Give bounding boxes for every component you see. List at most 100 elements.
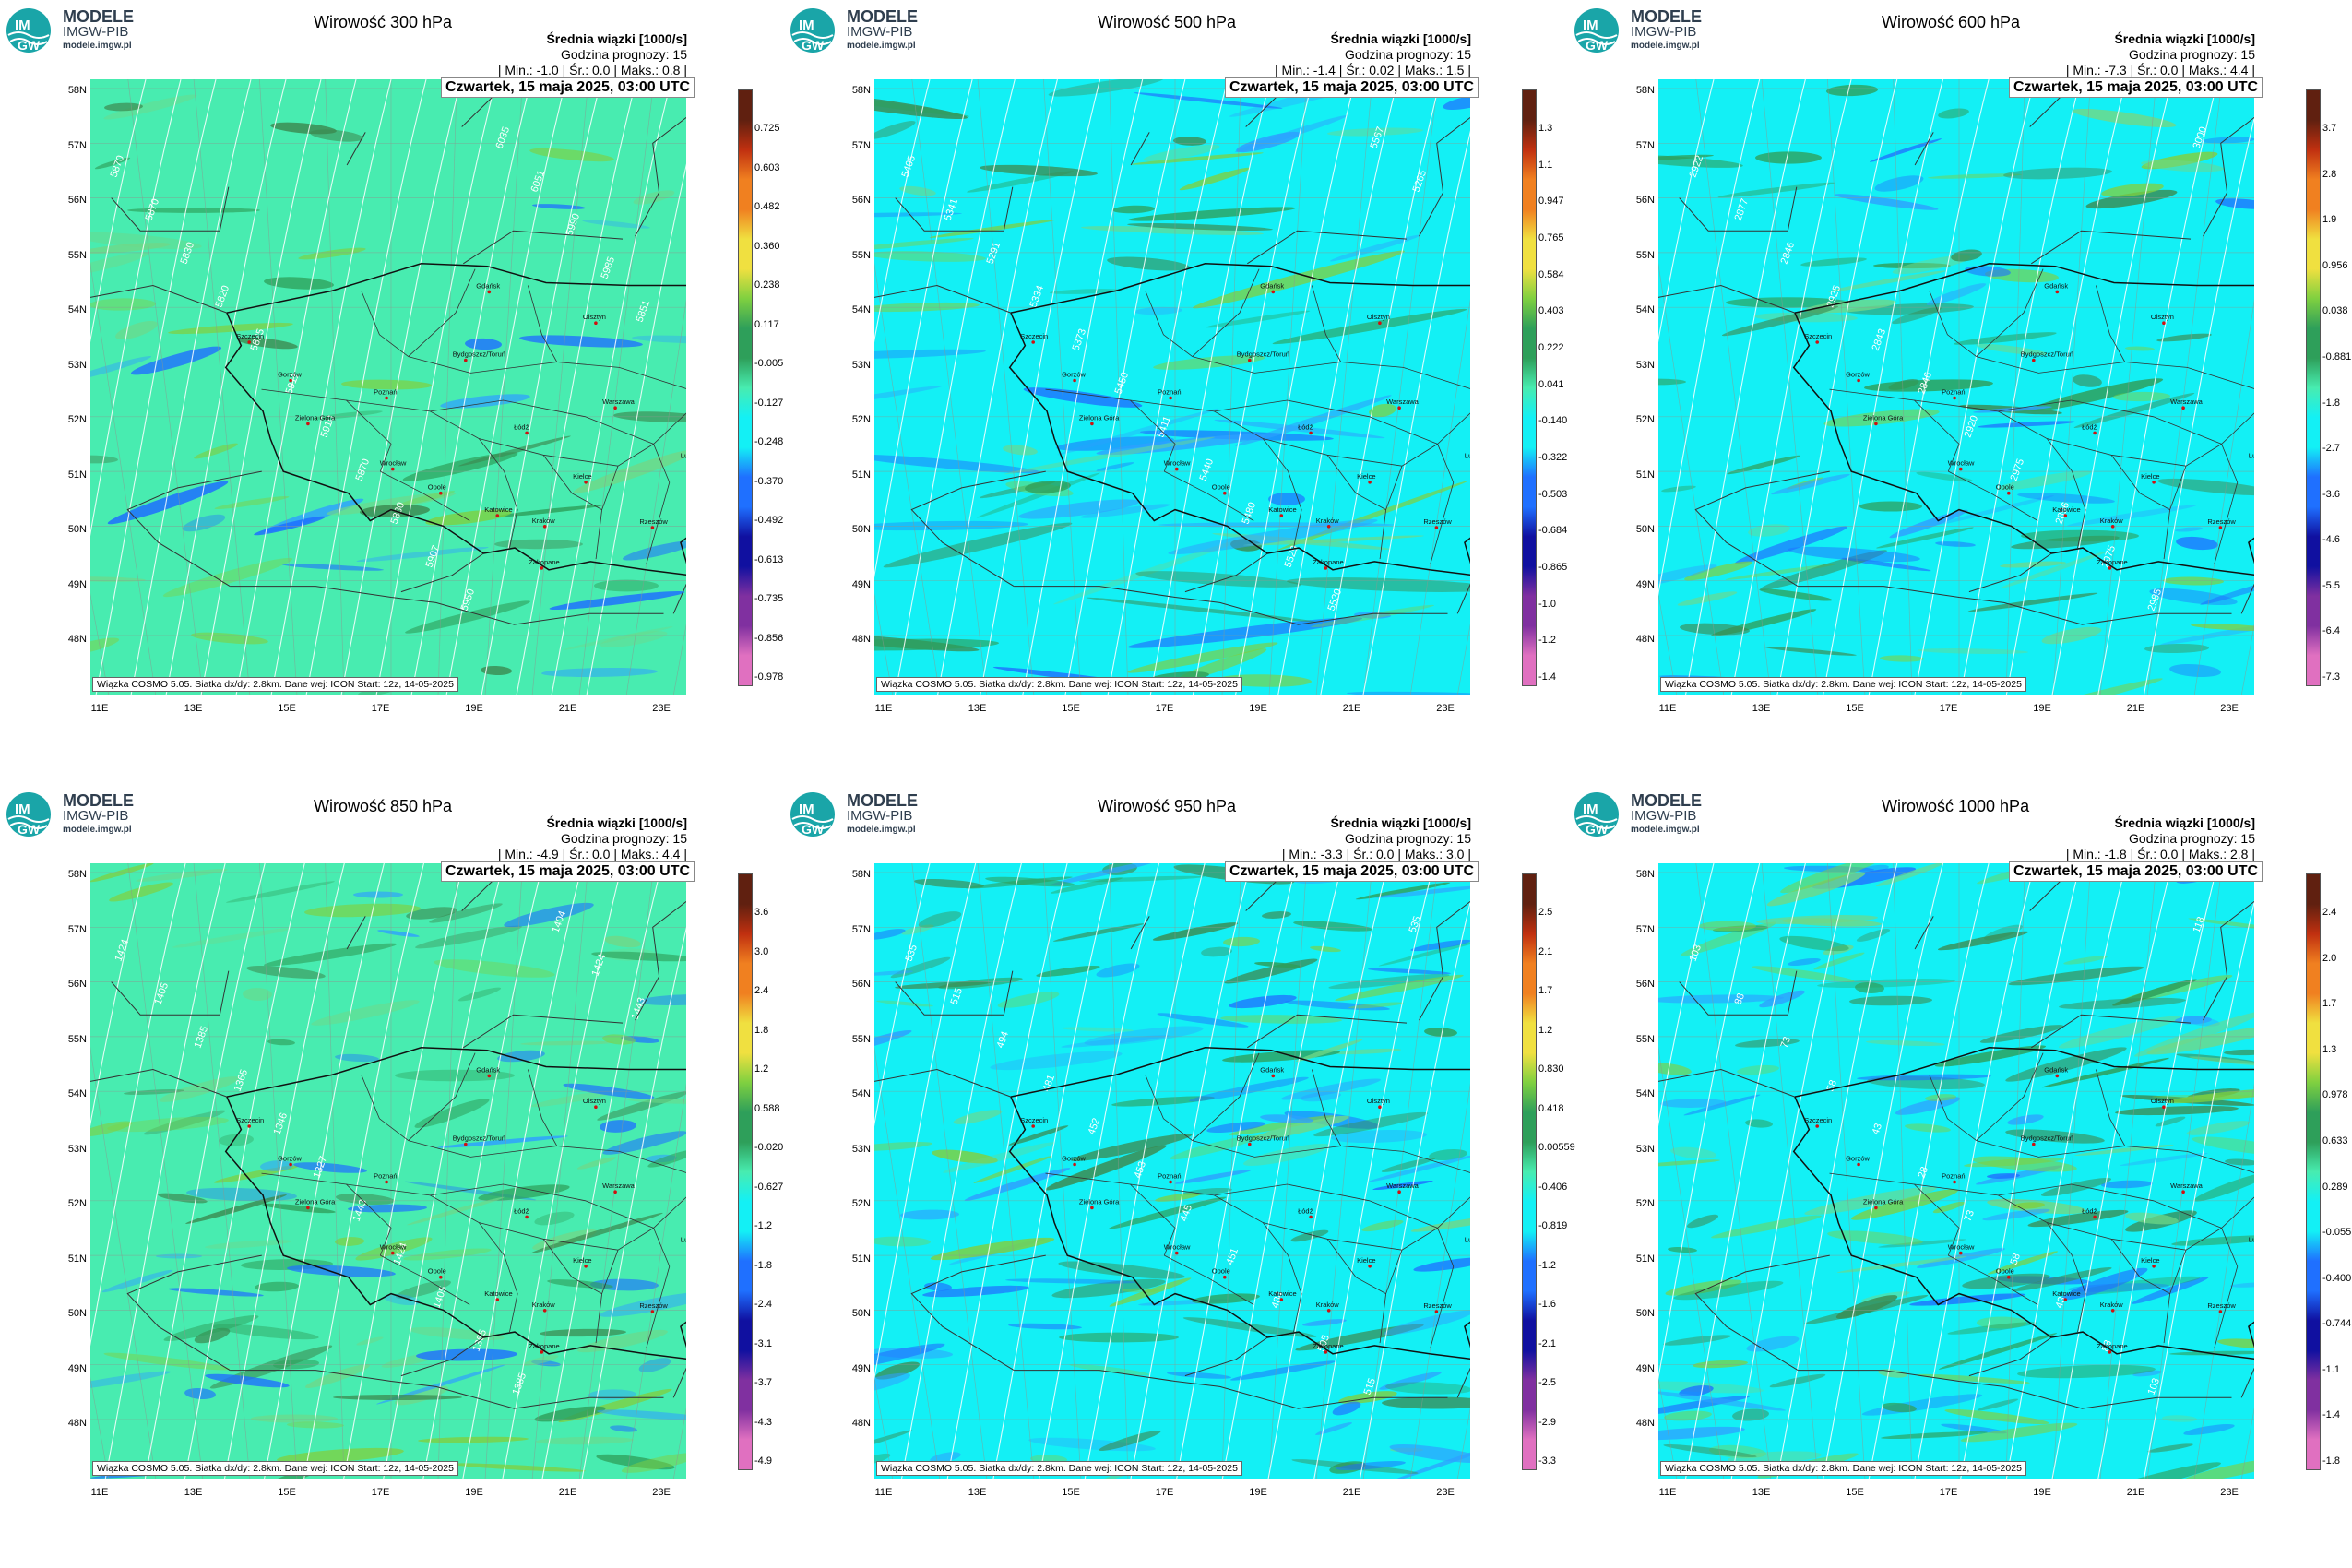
lat-tick-label: 58N (851, 85, 871, 96)
voivodeship-border (1326, 1239, 1386, 1294)
colorbar-tick: -3.1 (754, 1337, 772, 1349)
logo-line2: IMGW-PIB (847, 24, 913, 40)
isoline (586, 163, 686, 695)
lat-tick-label: 52N (1635, 1198, 1655, 1209)
isoline (1359, 900, 1470, 1479)
lon-tick-label: 11E (90, 1487, 109, 1498)
lat-tick-label: 57N (1635, 923, 1655, 935)
city-marker (1368, 1265, 1372, 1268)
vorticity-streak (212, 1324, 319, 1340)
voivodeship-border (504, 1254, 518, 1333)
border-line (1419, 116, 1470, 237)
colorbar-tick: 3.0 (754, 945, 769, 957)
vorticity-streak (1220, 1015, 1342, 1024)
border-line (2029, 877, 2064, 911)
vorticity-streak (2085, 189, 2178, 209)
city-marker (2181, 1190, 2185, 1194)
city-label: Łódź (1298, 1206, 1313, 1215)
vorticity-streak (1348, 1002, 1404, 1009)
imgw-logo-icon: IM GW (790, 8, 835, 53)
vorticity-streak (1079, 875, 1205, 883)
border-line (1014, 1370, 1448, 1409)
city-marker (2055, 1074, 2060, 1078)
city-marker (1324, 1350, 1328, 1354)
isoline (90, 79, 182, 537)
city-label: Katowice (484, 1289, 512, 1298)
grid-meridian (484, 863, 523, 1479)
border-line (1658, 284, 1796, 314)
grid-meridian (977, 79, 1035, 695)
isoline (383, 863, 505, 1479)
voivodeship-border (2072, 470, 2086, 549)
vorticity-streak (1285, 1000, 1390, 1011)
lon-tick-label: 17E (1155, 703, 1174, 714)
colorbar-tick: 1.3 (2322, 1043, 2337, 1055)
vorticity-streak (2141, 160, 2224, 172)
city-marker (1090, 1206, 1094, 1210)
logo-line3: modele.imgw.pl (63, 825, 132, 835)
city-label: Gdańsk (1260, 281, 1284, 290)
city-marker (542, 1309, 547, 1313)
city-label: Zakopane (1313, 1342, 1343, 1350)
map-canvas: 1443142414051385136513461327144314241405… (90, 863, 686, 1479)
isoline-label: 103 (1688, 944, 1705, 963)
vorticity-streak (335, 1237, 364, 1246)
vorticity-streak (930, 1237, 1055, 1261)
vorticity-streak (1069, 1363, 1150, 1376)
city-marker (1378, 1105, 1382, 1109)
vorticity-streak (143, 1110, 226, 1135)
colorbar-tick: 1.9 (2322, 214, 2337, 226)
colorbar-tick: -3.6 (2322, 488, 2340, 500)
vorticity-streak (1881, 1431, 1988, 1439)
border-line (672, 583, 686, 614)
vorticity-streak (1096, 462, 1134, 471)
vorticity-streak (600, 1291, 686, 1317)
vorticity-streak (2000, 561, 2066, 568)
lon-tick-label: 17E (1939, 703, 1958, 714)
vorticity-streak (1856, 929, 1891, 942)
border-line (1184, 1336, 1268, 1377)
vorticity-streak (1368, 1155, 1470, 1182)
grid-meridian (625, 299, 686, 695)
vorticity-streak (1984, 924, 2023, 941)
lat-tick-label: 57N (851, 923, 871, 935)
colorbar-tick: -0.744 (2322, 1318, 2352, 1330)
vorticity-streak (1788, 957, 1821, 967)
voivodeship-border (1914, 1183, 2073, 1256)
vorticity-streak (1658, 1391, 1787, 1411)
vorticity-streak (2073, 393, 2195, 428)
vorticity-streak (1025, 481, 1071, 493)
isoline (2143, 116, 2254, 695)
city-marker (439, 491, 443, 495)
city-label: Bydgoszcz/Toruń (453, 1134, 505, 1143)
vorticity-streak (101, 1269, 173, 1293)
grid-meridian (1658, 262, 1725, 695)
vorticity-streak (540, 1328, 626, 1337)
city-marker (2108, 566, 2112, 570)
vorticity-streak (1272, 308, 1467, 345)
lon-tick-label: 13E (968, 1487, 987, 1498)
vorticity-streak (90, 232, 202, 250)
isoline (946, 863, 1068, 1479)
vorticity-streak (415, 925, 522, 949)
city-marker (1169, 1180, 1172, 1184)
lat-tick-label: 56N (851, 979, 871, 990)
vorticity-streak (2215, 198, 2254, 209)
voivodeship-border (1214, 1183, 1470, 1229)
isoline (992, 863, 1114, 1479)
border-line (1184, 552, 1268, 593)
isoline (342, 863, 465, 1479)
voivodeship-border (361, 1075, 409, 1141)
colorbar-tick: 1.8 (754, 1024, 769, 1036)
model-footer: Wiązka COSMO 5.05. Siatka dx/dy: 2.8km. … (1660, 1461, 2026, 1476)
colorbar-tick: 0.956 (2322, 259, 2348, 271)
lon-tick-label: 15E (1846, 703, 1864, 714)
poland-border (224, 1047, 686, 1360)
voivodeship-border (1192, 1052, 1260, 1141)
city-label: Kraków (1316, 517, 1340, 525)
city-label: Katowice (1268, 1289, 1296, 1298)
city-label: Zakopane (529, 558, 559, 566)
voivodeship-border (1045, 1172, 1176, 1256)
city-marker (1324, 566, 1328, 570)
valid-date: Czwartek, 15 maja 2025, 03:00 UTC (2009, 861, 2263, 882)
